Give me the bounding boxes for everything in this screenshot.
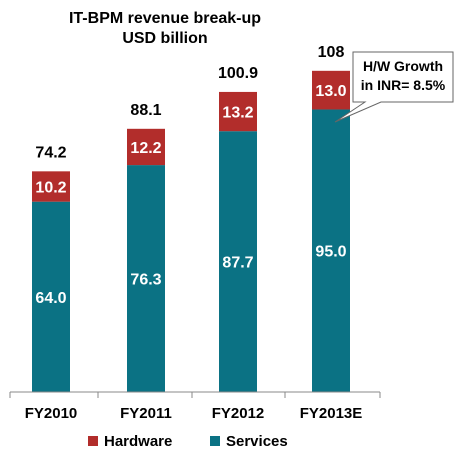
services-value-label: 95.0	[315, 244, 346, 261]
legend-label-hardware: Hardware	[104, 433, 172, 450]
x-tick-label: FY2010	[25, 405, 78, 422]
hardware-bar-FY2013E	[312, 70, 350, 110]
legend-swatch-services	[210, 436, 220, 446]
total-value-label: 100.9	[218, 65, 258, 82]
hardware-value-label: 13.2	[222, 105, 253, 122]
total-value-label: 74.2	[35, 144, 66, 161]
legend-label-services: Services	[226, 433, 288, 450]
hardware-value-label: 12.2	[130, 140, 161, 157]
hardware-value-label: 10.2	[35, 180, 66, 197]
total-value-label: 108	[318, 44, 345, 61]
legend-swatch-hardware	[88, 436, 98, 446]
hardware-bar-FY2011	[127, 128, 165, 166]
services-bar-FY2011	[127, 165, 165, 392]
chart-subtitle: USD billion	[122, 30, 208, 47]
hardware-bar-FY2012	[219, 91, 257, 132]
total-value-label: 88.1	[130, 102, 161, 119]
services-bar-FY2012	[219, 131, 257, 393]
annotation-callout	[334, 51, 454, 123]
hardware-value-label: 13.0	[315, 83, 346, 100]
x-tick-label: FY2013E	[300, 405, 363, 422]
services-bar-FY2013E	[312, 109, 350, 392]
services-value-label: 87.7	[222, 255, 253, 272]
chart-title: IT-BPM revenue break-up	[68, 10, 262, 27]
services-value-label: 64.0	[35, 290, 66, 307]
annotation-text-line: H/W Growth	[363, 58, 443, 74]
x-tick-label: FY2011	[120, 405, 172, 422]
x-tick-label: FY2012	[212, 405, 265, 422]
services-value-label: 76.3	[130, 272, 161, 289]
services-bar-FY2010	[32, 201, 70, 392]
annotation-text-line: in INR= 8.5%	[361, 77, 446, 93]
hardware-bar-FY2010	[32, 171, 70, 202]
